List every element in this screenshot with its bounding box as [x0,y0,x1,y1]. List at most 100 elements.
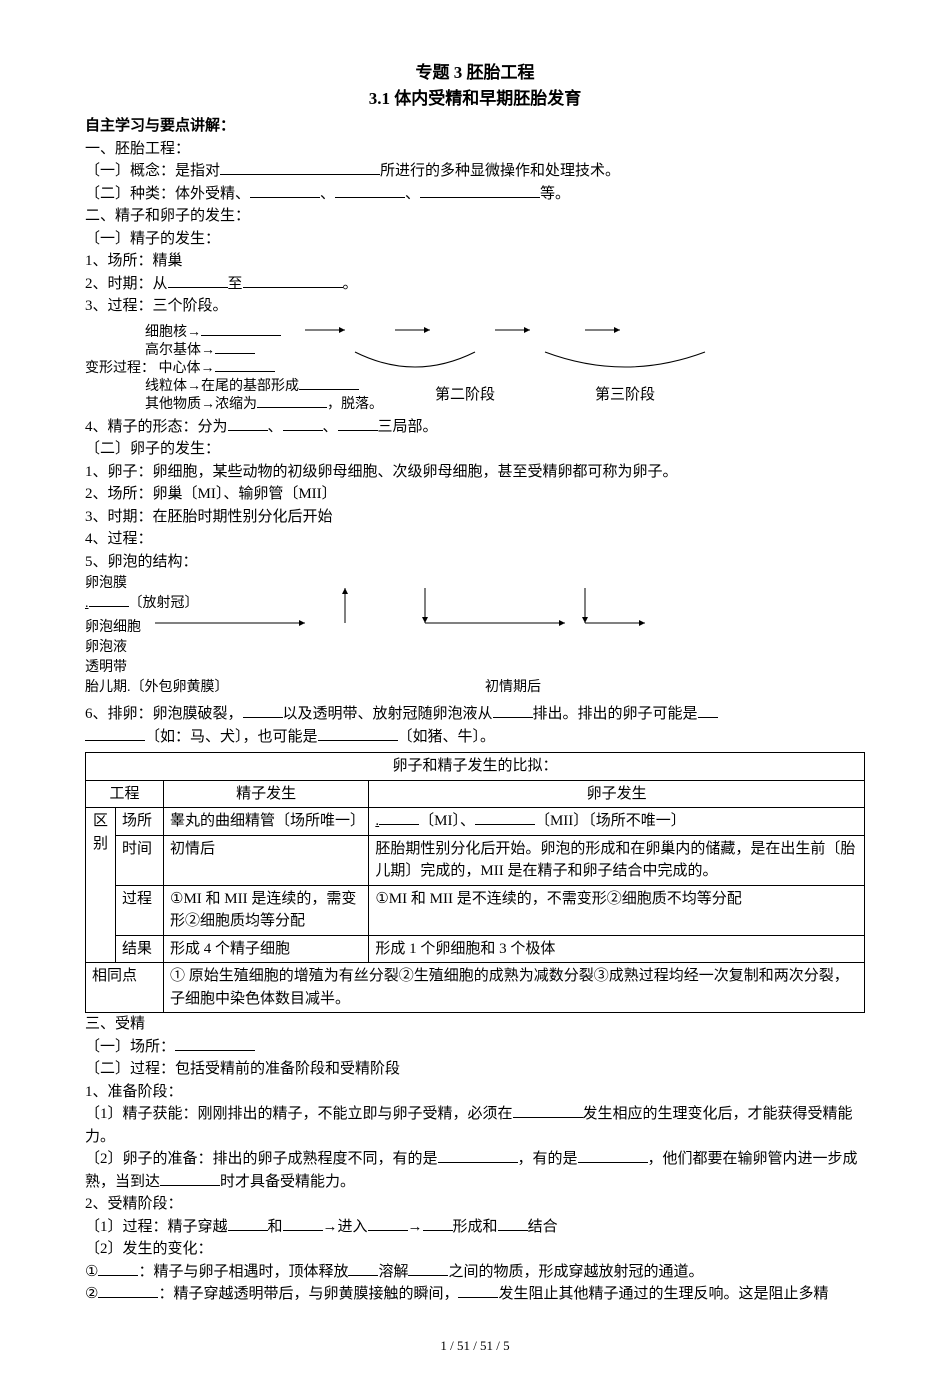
txt: 〔如猪、牛〕。 [398,729,496,745]
txt: ，有的是 [518,1151,578,1167]
th-egg: 卵子发生 [369,780,865,808]
txt: → [408,1219,423,1235]
td-eg-time: 胚胎期性别分化后开始。卵泡的形成和在卵巢内的储藏，是在出生前〔胎儿期〕完成的，M… [369,835,865,885]
txt: 〔MI〕、 [419,813,475,829]
txt: 〔一〕场所： [85,1039,175,1055]
txt: ① [85,1264,98,1280]
txt: 溶解 [378,1264,408,1280]
blank [420,197,540,198]
td-eg-res: 形成 1 个卵细胞和 3 个极体 [369,935,865,963]
txt: 以及透明带、放射冠随卵泡液从 [283,706,493,722]
doc-title: 专题 3 胚胎工程 [85,60,865,86]
blank [698,717,718,718]
td-eg-place: .〔MI〕、〔MII〕〔场所不唯一〕 [369,808,865,836]
txt: 、 [268,419,283,435]
td-res: 结果 [116,935,164,963]
txt: 6、排卵：卵泡膜破裂， [85,706,243,722]
line-concept: 〔一〕概念：是指对所进行的多种显微操作和处理技术。 [85,160,865,183]
txt: 〔2〕卵子的准备：排出的卵子成熟程度不同，有的是 [85,1151,438,1167]
txt: 〔二〕种类：体外受精、 [85,186,250,202]
s3-2: 〔二〕过程：包括受精前的准备阶段和受精阶段 [85,1058,865,1081]
td-proc: 过程 [116,885,164,935]
blank [338,430,378,431]
page-footer: 1 / 51 / 51 / 5 [85,1336,865,1356]
blank [475,824,535,825]
txt: ：精子与卵子相遇时，顶体释放 [138,1264,348,1280]
td-eg-proc: ①MI 和 MII 是不连续的，不需变形②细胞质不均等分配 [369,885,865,935]
egg3: 3、时期：在胚胎时期性别分化后开始 [85,506,865,529]
blank [250,197,320,198]
prep: 1、准备阶段： [85,1081,865,1104]
txt: 等。 [540,186,570,202]
blank [408,1275,448,1276]
blank [98,1297,158,1298]
blank [335,197,405,198]
blank [348,1275,378,1276]
transform-diagram: 细胞核→ 高尔基体→ 变形过程： 中心体→ 线粒体→在尾的基部形成 其他物质→浓… [85,322,865,412]
egg5: 5、卵泡的结构： [85,551,865,574]
egg1: 1、卵子：卵细胞，某些动物的初级卵母细胞、次级卵母细胞，甚至受精卵都可称为卵子。 [85,461,865,484]
blank [283,430,323,431]
dot: . [375,813,379,829]
txt: →进入 [323,1219,368,1235]
line-types: 〔二〕种类：体外受精、 、 、 等。 [85,183,865,206]
blank [85,740,145,741]
td-sp-time: 初情后 [164,835,369,885]
txt: 、 [323,419,338,435]
line-proc: 3、过程：三个阶段。 [85,295,865,318]
blank [98,1275,138,1276]
txt: 〔1〕精子获能：刚刚排出的精子，不能立即与卵子受精，必须在 [85,1106,513,1122]
txt: 。 [343,276,358,292]
txt: 形成和 [453,1219,498,1235]
heading-3: 三、受精 [85,1013,865,1036]
heading-2: 二、精子和卵子的发生： [85,205,865,228]
fert2: 〔2〕发生的变化： [85,1238,865,1261]
txt: ② [85,1286,98,1302]
txt: 所进行的多种显微操作和处理技术。 [380,163,620,179]
td-sp-proc: ①MI 和 MII 是连续的，需变形②细胞质均等分配 [164,885,369,935]
txt: 三局部。 [378,419,438,435]
txt: 〔1〕过程：精子穿越 [85,1219,228,1235]
section-study: 自主学习与要点讲解： [85,115,865,138]
follicle-arrows [85,573,845,703]
s3-1: 〔一〕场所： [85,1036,865,1059]
td-place: 场所 [116,808,164,836]
egg4: 4、过程： [85,528,865,551]
blank [458,1297,498,1298]
blank [175,1050,255,1051]
heading-2-2: 〔二〕卵子的发生： [85,438,865,461]
line-place: 1、场所：精巢 [85,250,865,273]
page: 专题 3 胚胎工程 3.1 体内受精和早期胚胎发育 自主学习与要点讲解： 一、胚… [85,60,865,1355]
th-sperm: 精子发生 [164,780,369,808]
txt: 排出。排出的卵子可能是 [533,706,698,722]
blank [243,287,343,288]
blank [283,1230,323,1231]
td-sp-res: 形成 4 个精子细胞 [164,935,369,963]
egg6b: 〔如：马、犬〕，也可能是 〔如猪、牛〕。 [85,726,865,749]
blank [368,1230,408,1231]
txt: 之间的物质，形成穿越放射冠的通道。 [448,1264,703,1280]
th-proj: 工程 [86,780,164,808]
prep1: 〔1〕精子获能：刚刚排出的精子，不能立即与卵子受精，必须在发生相应的生理变化后，… [85,1103,865,1148]
stage3-label: 第三阶段 [595,384,655,407]
txt: 、 [405,186,420,202]
txt: 结合 [528,1219,558,1235]
td-diff: 区别 [86,808,116,963]
line-morph: 4、精子的形态：分为、、三局部。 [85,416,865,439]
td-sp-place: 睾丸的曲细精管〔场所唯一〕 [164,808,369,836]
ch1: ① ：精子与卵子相遇时，顶体释放 溶解 之间的物质，形成穿越放射冠的通道。 [85,1261,865,1284]
txt: 和 [268,1219,283,1235]
stage2-label: 第二阶段 [435,384,495,407]
txt: 〔如：马、犬〕，也可能是 [145,729,318,745]
blank [493,717,533,718]
ch2: ②：精子穿越透明带后，与卵黄膜接触的瞬间，发生阻止其他精子通过的生理反响。这是阻… [85,1283,865,1306]
txt: 、 [320,186,335,202]
prep2: 〔2〕卵子的准备：排出的卵子成熟程度不同，有的是，有的是，他们都要在输卵管内进一… [85,1148,865,1193]
txt: 至 [228,276,243,292]
blank [318,740,398,741]
blank [168,287,228,288]
blank [228,430,268,431]
tbl-title: 卵子和精子发生的比拟： [86,753,865,781]
fert1: 〔1〕过程：精子穿越 和 →进入 → 形成和 结合 [85,1216,865,1239]
blank [243,717,283,718]
